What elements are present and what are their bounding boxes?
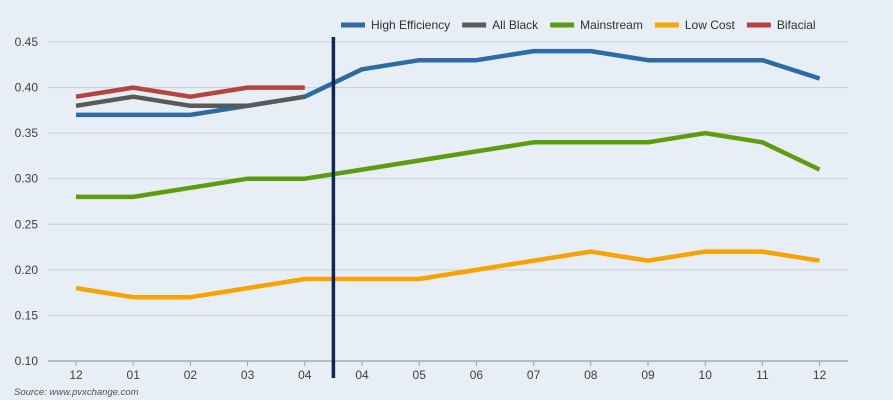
y-tick-label: 0.15: [15, 308, 39, 322]
series-line-all-black: [75, 94, 306, 109]
axes: 0.10 0.15 0.20 0.25 0.30 0.35 0.40 0.45 12 01 02 03…: [15, 35, 848, 382]
x-tick-label: 04: [355, 368, 369, 382]
x-tick-label: 01: [127, 368, 141, 382]
x-tick-label: 03: [241, 368, 255, 382]
legend-label: High Efficiency: [371, 18, 450, 32]
y-tick-label: 0.10: [15, 354, 39, 368]
x-tick-label: 12: [69, 368, 83, 382]
legend-label: Mainstream: [580, 18, 643, 32]
x-tick-label: 07: [527, 368, 541, 382]
x-tick-label: 12: [813, 368, 827, 382]
y-tick-label: 0.30: [15, 172, 39, 186]
series-line-low-cost: [75, 249, 820, 300]
legend-label: All Black: [492, 18, 539, 32]
legend-item-mainstream: Mainstream: [550, 18, 643, 32]
legend-label: Low Cost: [685, 18, 736, 32]
y-tick-label: 0.45: [15, 35, 39, 49]
series-lines: [75, 48, 821, 300]
gridlines: [48, 41, 848, 316]
legend-item-bifacial: Bifacial: [746, 18, 816, 32]
source-note: Source: www.pvxchange.com: [14, 387, 139, 398]
series-line-bifacial: [75, 85, 305, 99]
legend-item-low-cost: Low Cost: [654, 18, 736, 32]
x-tick-label: 09: [641, 368, 655, 382]
x-tick-label: 06: [470, 368, 484, 382]
x-tick-label: 11: [756, 368, 769, 382]
y-tick-label: 0.25: [15, 217, 39, 231]
x-tick-label: 10: [699, 368, 713, 382]
y-tick-label: 0.20: [15, 263, 39, 277]
y-tick-label: 0.35: [15, 126, 39, 140]
legend-item-all-black: All Black: [462, 18, 539, 32]
legend-label: Bifacial: [777, 18, 816, 32]
legend: High Efficiency All Black Mainstream Low Co…: [341, 18, 816, 32]
x-tick-label: 05: [413, 368, 427, 382]
x-tick-label: 08: [584, 368, 598, 382]
y-tick-label: 0.40: [15, 81, 39, 95]
legend-item-high-efficiency: High Efficiency: [341, 18, 450, 32]
series-line-high-efficiency: [76, 48, 821, 118]
x-tick-label: 02: [184, 368, 198, 382]
x-tick-label: 04: [298, 368, 312, 382]
series-line-mainstream: [76, 130, 821, 200]
